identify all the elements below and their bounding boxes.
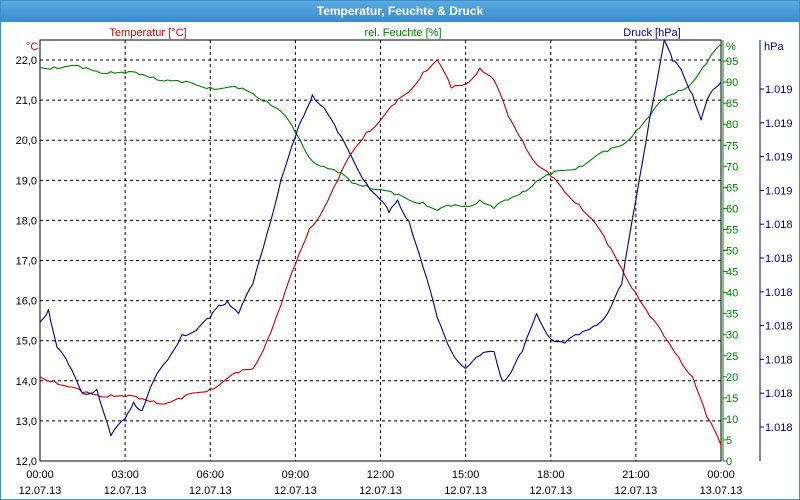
grid-lines [39,39,722,462]
humidity-tick-label: 30 [726,330,738,342]
humidity-tick-label: 50 [726,246,738,258]
temperature-unit-label: °C [26,41,38,53]
window-title-bar: Temperatur, Feuchte & Druck [1,1,799,22]
series-layer [39,39,722,446]
temperature-tick-label: 20,0 [16,135,37,147]
pressure-tick-label: 1.019 [765,84,793,96]
humidity-tick-label: 60 [726,203,738,215]
x-tick-time: 12:00 [367,469,395,481]
x-tick-time: 18:00 [537,469,565,481]
x-tick-date: 12.07.13 [274,485,317,497]
humidity-tick-label: 40 [726,288,738,300]
pressure-tick-label: 1.018 [765,219,793,231]
x-tick-date: 12.07.13 [614,485,657,497]
window-title: Temperatur, Feuchte & Druck [316,4,484,18]
x-tick-time: 00:00 [26,469,54,481]
humidity-tick-label: 20 [726,372,738,384]
humidity-tick-label: 85 [726,98,738,110]
axis-labels: 00:00 12.07.13 03:00 12.07.13 06:00 12.07.13 0… [16,27,793,497]
pressure-tick-label: 1.018 [765,287,793,299]
humidity-tick-label: 5 [726,435,732,447]
x-tick-date: 12.07.13 [189,485,232,497]
x-tick-time: 00:00 [707,469,735,481]
humidity-tick-label: 25 [726,351,738,363]
x-tick-time: 21:00 [622,469,650,481]
temperature-tick-label: 14,0 [16,376,37,388]
x-tick-date: 13.07.13 [700,485,743,497]
humidity-tick-label: 45 [726,267,738,279]
temperature-line [39,59,722,446]
x-tick-time: 15:00 [452,469,480,481]
x-tick-time: 03:00 [111,469,139,481]
temperature-tick-label: 13,0 [16,416,37,428]
temperature-tick-label: 15,0 [16,336,37,348]
humidity-tick-label: 0 [726,456,732,468]
temperature-tick-label: 17,0 [16,256,37,268]
pressure-tick-label: 1.019 [765,118,793,130]
temperature-tick-label: 22,0 [16,55,37,67]
humidity-tick-label: 55 [726,224,738,236]
temperature-tick-label: 16,0 [16,296,37,308]
humidity-unit-label: % [726,41,736,53]
x-tick-time: 06:00 [196,469,224,481]
x-tick-date: 12.07.13 [19,485,62,497]
pressure-tick-label: 1.018 [765,354,793,366]
pressure-tick-label: 1.018 [765,321,793,333]
temperature-axis-title: Temperatur [°C] [109,27,186,39]
pressure-tick-label: 1.018 [765,388,793,400]
humidity-line [39,43,722,212]
temperature-tick-label: 18,0 [16,215,37,227]
humidity-axis-title: rel. Feuchte [%] [364,27,441,39]
x-tick-date: 12.07.13 [529,485,572,497]
pressure-unit-label: hPa [764,41,784,53]
humidity-tick-label: 35 [726,309,738,321]
pressure-axis-title: Druck [hPa] [623,27,680,39]
temperature-tick-label: 21,0 [16,95,37,107]
pressure-tick-label: 1.018 [765,422,793,434]
x-tick-time: 09:00 [282,469,310,481]
x-tick-date: 12.07.13 [359,485,402,497]
pressure-tick-label: 1.018 [765,253,793,265]
humidity-tick-label: 95 [726,56,738,68]
humidity-tick-label: 65 [726,182,738,194]
x-tick-date: 12.07.13 [444,485,487,497]
humidity-tick-label: 90 [726,77,738,89]
temperature-tick-label: 12,0 [16,456,37,468]
humidity-tick-label: 75 [726,140,738,152]
x-tick-date: 12.07.13 [104,485,147,497]
humidity-tick-label: 15 [726,393,738,405]
humidity-tick-label: 70 [726,161,738,173]
pressure-tick-label: 1.019 [765,152,793,164]
plot-frame [39,39,722,462]
temperature-tick-label: 19,0 [16,175,37,187]
pressure-tick-label: 1.019 [765,185,793,197]
humidity-tick-label: 80 [726,119,738,131]
humidity-tick-label: 10 [726,414,738,426]
pressure-line [39,39,722,437]
